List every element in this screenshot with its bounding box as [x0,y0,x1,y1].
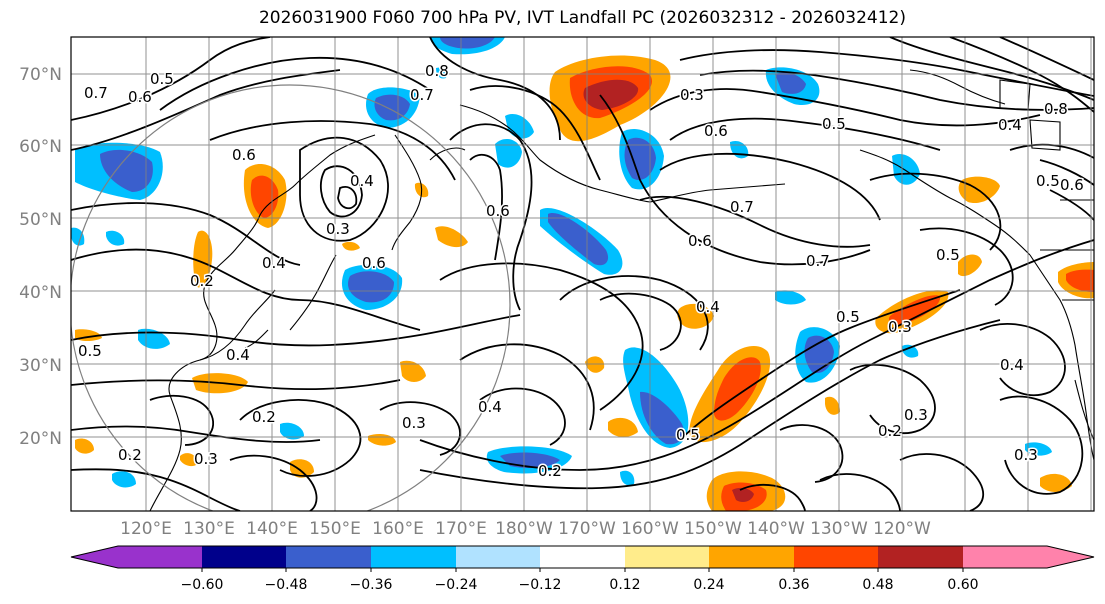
lon-label: 170°W [558,519,616,539]
contour-label: 0.2 [252,408,276,426]
colorbar-tick-label: 0.48 [862,577,893,593]
contour-label: 0.4 [478,398,502,416]
lon-label: 140°E [246,519,298,539]
contour-label: 0.5 [1036,172,1060,190]
contour-label: 0.7 [806,252,830,270]
colorbar-bin [709,546,794,568]
contour-label: 0.6 [232,146,256,164]
colorbar-bin [878,546,963,568]
latitude-labels: 70°N 60°N 50°N 40°N 30°N 20°N [19,65,62,449]
contour-label: 0.3 [1014,446,1038,464]
lon-label: 180°W [495,519,553,539]
colorbar-bin [540,546,625,568]
colorbar-tick-label: 0.12 [609,577,640,593]
colorbar-bin [371,546,456,568]
contour-label: 0.5 [936,246,960,264]
contour-label: 0.6 [128,88,152,106]
longitude-labels: 120°E 130°E 140°E 150°E 160°E 170°E 180°… [120,519,931,539]
contour-label: 0.4 [350,172,374,190]
contour-label: 0.2 [118,446,142,464]
colorbar-tick-label: −0.60 [181,577,224,593]
graticule [71,37,1094,511]
colorbar-tick-label: −0.24 [435,577,478,593]
colorbar-extend-min [71,546,118,568]
contour-label: 0.5 [822,115,846,133]
contour-label: 0.8 [1044,100,1068,118]
lon-label: 170°E [435,519,487,539]
contour-label: 0.4 [1000,356,1024,374]
contour-label: 0.5 [676,426,700,444]
contour-label: 0.2 [190,272,214,290]
lon-label: 120°W [873,519,931,539]
colorbar-bin [794,546,878,568]
lat-label: 70°N [19,65,62,85]
contour-label: 0.5 [150,70,174,88]
contour-label: 0.3 [326,220,350,238]
colorbar-outline [70,545,1095,569]
lon-label: 150°E [309,519,361,539]
coastlines [149,69,1094,511]
colorbar: −0.60 −0.48 −0.36 −0.24 −0.12 0.12 0.24 … [70,545,1095,593]
lon-label: 130°W [810,519,868,539]
colorbar-bin [118,546,202,568]
contour-label: 0.6 [704,122,728,140]
map-frame [70,36,1095,512]
colorbar-extend-max [1047,546,1094,568]
contour-label: 0.3 [680,86,704,104]
contour-label: 0.4 [696,298,720,316]
lon-label: 130°E [183,519,235,539]
lon-label: 160°W [621,519,679,539]
colorbar-bin [625,546,709,568]
contour-label: 0.3 [194,450,218,468]
lon-label: 120°E [120,519,172,539]
contour-label: 0.6 [486,202,510,220]
colorbar-bin [456,546,540,568]
colorbar-tick-label: 0.24 [693,577,724,593]
lon-label: 140°W [747,519,805,539]
contour-label: 0.3 [904,406,928,424]
contour-label: 0.4 [226,346,250,364]
contour-label: 0.7 [84,84,108,102]
contour-label: 0.6 [1060,176,1084,194]
lat-label: 40°N [19,283,62,303]
colorbar-bin [202,546,286,568]
contour-label: 0.7 [730,198,754,216]
contour-label: 0.8 [425,62,449,80]
landfall-region-circle [71,84,511,511]
contour-label: 0.5 [78,342,102,360]
pv-shading [71,37,1094,511]
contour-label: 0.6 [688,232,712,250]
colorbar-tick-label: 0.60 [947,577,978,593]
colorbar-bin [963,546,1047,568]
lat-label: 50°N [19,210,62,230]
colorbar-bin [286,546,371,568]
contour-label: 0.2 [538,462,562,480]
contour-label: 0.4 [262,254,286,272]
lon-label: 160°E [372,519,424,539]
lat-label: 20°N [19,429,62,449]
colorbar-tick-label: −0.48 [265,577,308,593]
map-title: 2026031900 F060 700 hPa PV, IVT Landfall… [258,8,906,28]
lat-label: 30°N [19,356,62,376]
colorbar-tick-label: 0.36 [778,577,809,593]
contour-labels: 0.7 0.5 0.6 0.8 0.7 0.6 0.4 0.3 0.3 0.5 … [77,61,1086,482]
colorbar-tick-label: −0.12 [519,577,562,593]
colorbar-tick-label: −0.36 [350,577,393,593]
contour-label: 0.5 [836,308,860,326]
pv-contours [71,37,1094,511]
contour-label: 0.3 [888,318,912,336]
contour-label: 0.4 [998,116,1022,134]
contour-label: 0.3 [402,414,426,432]
contour-label: 0.2 [878,422,902,440]
lon-label: 150°W [684,519,742,539]
contour-label: 0.7 [410,86,434,104]
lat-label: 60°N [19,137,62,157]
contour-label: 0.6 [362,254,386,272]
